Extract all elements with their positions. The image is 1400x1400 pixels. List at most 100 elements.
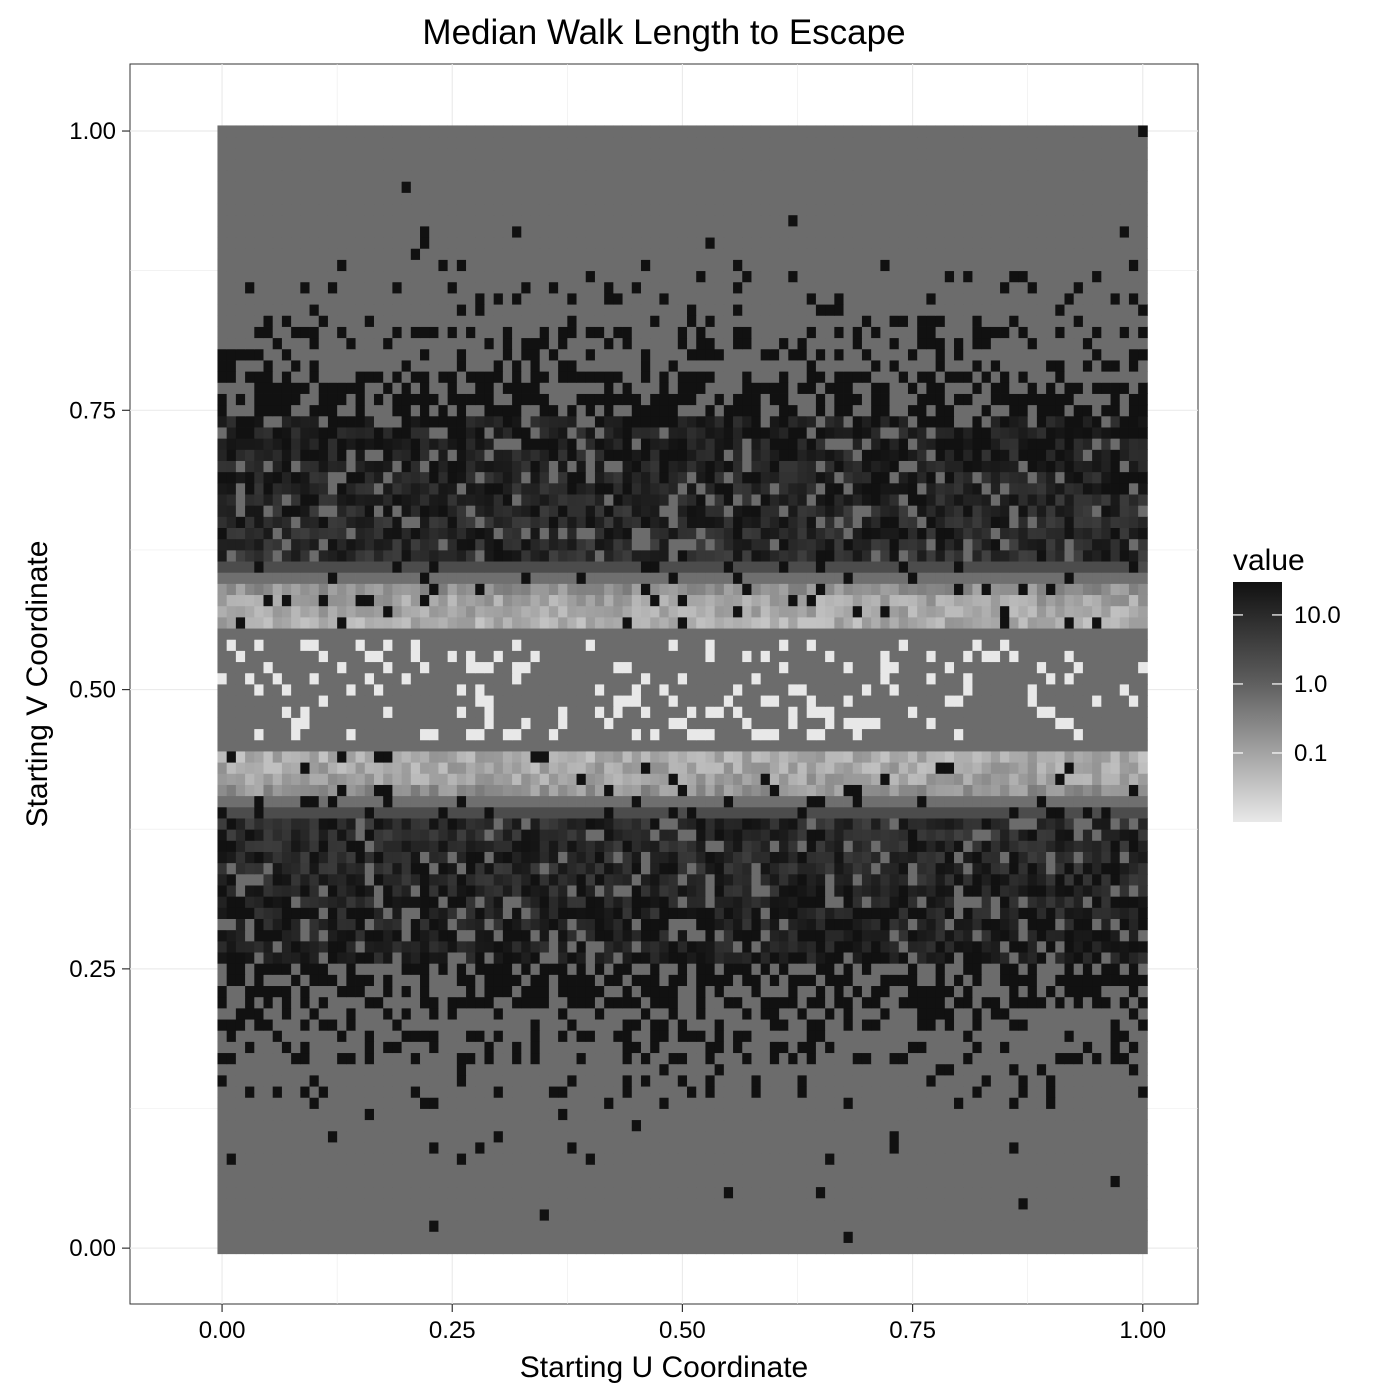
heatmap-cell xyxy=(1027,1108,1038,1121)
heatmap-cell xyxy=(760,1220,771,1232)
heatmap-cell xyxy=(235,1108,246,1121)
heatmap-cell xyxy=(751,1130,762,1143)
heatmap-cell xyxy=(797,773,808,785)
heatmap-cell xyxy=(1073,784,1084,797)
heatmap-cell xyxy=(245,1164,255,1176)
heatmap-cell xyxy=(668,1164,679,1176)
heatmap-cell xyxy=(631,1041,642,1054)
heatmap-cell xyxy=(1000,1119,1010,1132)
heatmap-cell xyxy=(742,907,752,919)
heatmap-cell xyxy=(318,1153,329,1165)
heatmap-cell xyxy=(1119,717,1130,730)
heatmap-cell xyxy=(1018,762,1029,774)
heatmap-cell xyxy=(935,773,946,785)
heatmap-cell xyxy=(769,1164,780,1176)
heatmap-cell xyxy=(622,806,633,819)
heatmap-cell xyxy=(567,873,577,886)
heatmap-cell xyxy=(558,907,568,919)
heatmap-cell xyxy=(318,940,329,953)
heatmap-cell xyxy=(733,963,743,975)
heatmap-cell xyxy=(880,1209,890,1221)
heatmap-cell xyxy=(392,896,403,908)
heatmap-cell xyxy=(383,1164,393,1176)
heatmap-cell xyxy=(254,1231,264,1243)
heatmap-cell xyxy=(898,1164,909,1176)
heatmap-cell xyxy=(613,1108,623,1121)
heatmap-cell xyxy=(696,862,706,875)
heatmap-cell xyxy=(1082,1086,1093,1098)
heatmap-cell xyxy=(1138,974,1148,987)
heatmap-cell xyxy=(539,1220,550,1232)
heatmap-cell xyxy=(990,1052,1001,1065)
heatmap-cell xyxy=(263,717,274,730)
heatmap-cell xyxy=(1138,851,1148,864)
heatmap-cell xyxy=(512,795,522,808)
heatmap-cell xyxy=(723,1097,734,1109)
heatmap-cell xyxy=(318,1086,329,1098)
heatmap-cell xyxy=(880,706,890,718)
heatmap-cell xyxy=(843,918,854,931)
heatmap-cell xyxy=(1000,985,1010,998)
heatmap-cell xyxy=(576,739,587,752)
heatmap-cell xyxy=(263,1108,274,1121)
heatmap-cell xyxy=(852,829,863,841)
heatmap-cell xyxy=(1138,952,1148,964)
heatmap-cell xyxy=(1064,851,1075,864)
heatmap-cell xyxy=(235,818,246,830)
heatmap-cell xyxy=(337,1007,347,1020)
heatmap-cell xyxy=(797,1142,808,1154)
heatmap-cell xyxy=(530,1220,541,1232)
heatmap-cell xyxy=(1018,1164,1029,1176)
heatmap-cell xyxy=(1119,885,1130,897)
heatmap-cell xyxy=(521,929,531,942)
heatmap-cell xyxy=(760,1197,771,1210)
heatmap-cell xyxy=(429,784,439,797)
heatmap-cell xyxy=(668,1130,679,1143)
heatmap-cell xyxy=(659,717,670,730)
heatmap-cell xyxy=(733,985,743,998)
heatmap-cell xyxy=(1046,1019,1056,1031)
heatmap-cell xyxy=(493,1119,504,1132)
heatmap-cell xyxy=(548,1142,559,1154)
heatmap-cell xyxy=(1055,1231,1065,1243)
heatmap-cell xyxy=(392,1030,403,1042)
heatmap-cell xyxy=(373,929,384,942)
heatmap-cell xyxy=(429,728,439,741)
heatmap-cell xyxy=(1046,974,1056,987)
heatmap-cell xyxy=(843,1030,854,1042)
heatmap-cell xyxy=(558,1052,568,1065)
heatmap-cell xyxy=(852,873,863,886)
heatmap-cell xyxy=(226,1130,237,1143)
heatmap-cell xyxy=(604,1209,614,1221)
heatmap-cell xyxy=(594,1007,605,1020)
heatmap-cell xyxy=(742,739,752,752)
heatmap-cell xyxy=(429,940,439,953)
heatmap-cell xyxy=(585,818,596,830)
heatmap-cell xyxy=(926,885,937,897)
heatmap-cell xyxy=(502,1130,513,1143)
heatmap-cell xyxy=(1027,862,1038,875)
heatmap-cell xyxy=(272,762,283,774)
heatmap-cell xyxy=(907,795,918,808)
heatmap-cell xyxy=(687,1242,697,1255)
heatmap-cell xyxy=(272,1209,283,1221)
heatmap-cell xyxy=(327,1052,338,1065)
heatmap-cell xyxy=(263,896,274,908)
heatmap-cell xyxy=(410,1074,421,1087)
heatmap-cell xyxy=(373,1242,384,1255)
heatmap-cell xyxy=(309,806,320,819)
heatmap-cell xyxy=(447,996,458,1009)
heatmap-cell xyxy=(815,1220,826,1232)
heatmap-cell xyxy=(659,851,670,864)
heatmap-cell xyxy=(981,829,992,841)
heatmap-cell xyxy=(852,929,863,942)
heatmap-cell xyxy=(815,762,826,774)
heatmap-cell xyxy=(558,1108,568,1121)
heatmap-cell xyxy=(576,706,587,718)
heatmap-cell xyxy=(410,751,421,763)
heatmap-cell xyxy=(760,1242,771,1255)
heatmap-cell xyxy=(898,829,909,841)
heatmap-cell xyxy=(484,762,495,774)
heatmap-cell xyxy=(281,851,292,864)
heatmap-cell xyxy=(852,1175,863,1188)
